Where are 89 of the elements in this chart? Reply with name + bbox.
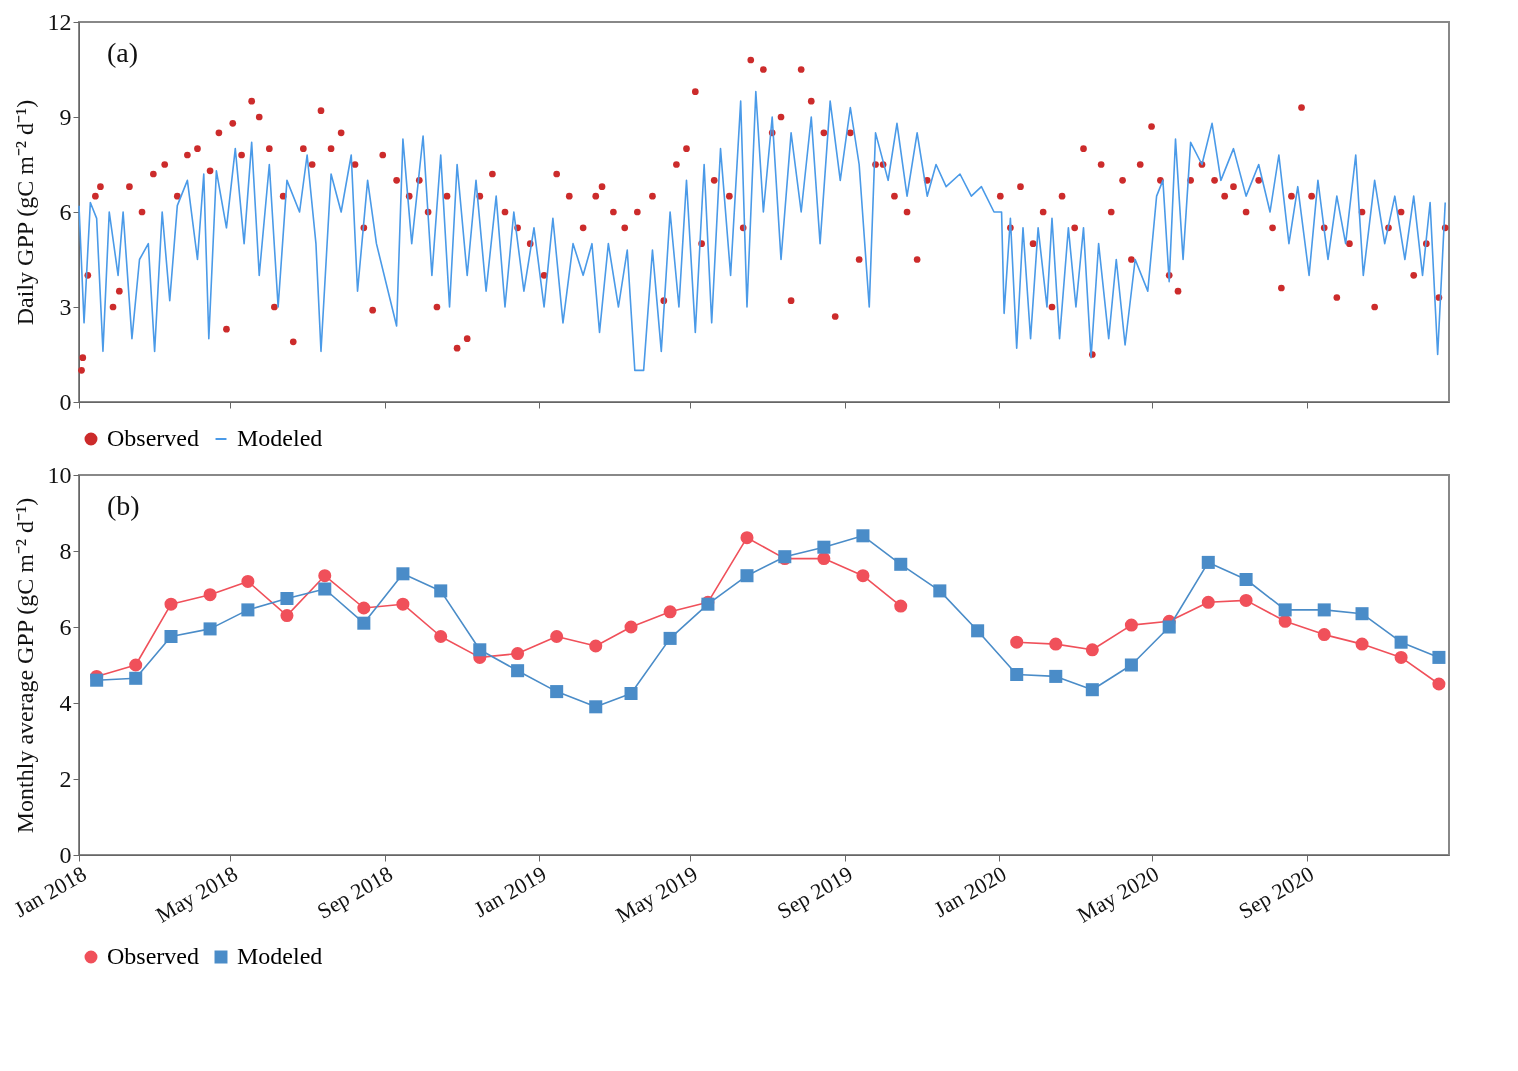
point	[894, 557, 908, 571]
point	[241, 574, 255, 588]
point	[318, 569, 332, 583]
y-tick-label: 8	[59, 537, 72, 564]
point	[1432, 677, 1446, 691]
point	[1355, 607, 1369, 621]
point	[357, 601, 371, 615]
legend-label: Observed	[107, 425, 199, 451]
point	[1394, 635, 1408, 649]
point	[1124, 618, 1138, 632]
point	[1010, 635, 1024, 649]
legend-label: Modeled	[237, 943, 323, 969]
point	[203, 588, 217, 602]
point	[1201, 555, 1215, 569]
point	[1010, 667, 1024, 682]
x-tick-label: Sep 2018	[312, 860, 397, 924]
point	[1317, 603, 1331, 617]
y-tick-label: 0	[59, 388, 72, 415]
annotation: (a)	[107, 37, 139, 68]
y-tick-label: 6	[59, 198, 72, 225]
point	[241, 603, 255, 617]
y-tick-label: 12	[47, 8, 72, 35]
y-tick-label: 9	[59, 103, 72, 130]
point	[1085, 683, 1099, 697]
y-axis-title: Monthly average GPP (gC m⁻² d⁻¹)	[11, 497, 38, 834]
point	[1049, 669, 1063, 683]
point	[589, 700, 603, 714]
point	[1278, 603, 1292, 617]
point	[550, 685, 564, 699]
point	[511, 664, 525, 678]
x-tick-label: Sep 2019	[772, 860, 857, 924]
x-tick-label: Sep 2020	[1234, 860, 1319, 924]
point	[1317, 628, 1331, 642]
y-tick-label: 4	[59, 689, 72, 716]
x-tick-label: Jan 2019	[469, 860, 551, 922]
point	[203, 622, 217, 636]
point	[624, 686, 638, 701]
point	[740, 569, 754, 583]
point	[589, 639, 603, 653]
x-tick-label: Jan 2020	[929, 860, 1011, 922]
point	[624, 620, 638, 634]
point	[396, 597, 410, 611]
point	[1201, 595, 1215, 609]
point	[357, 616, 371, 630]
legend-label: Modeled	[237, 425, 323, 451]
point	[663, 605, 677, 619]
point	[164, 629, 178, 644]
point	[740, 531, 754, 545]
x-tick-label: May 2020	[1072, 860, 1164, 928]
point	[396, 567, 410, 581]
y-axis-title: Daily GPP (gC m⁻² d⁻¹)	[11, 99, 38, 326]
annotation: (b)	[107, 490, 140, 521]
legend-label: Observed	[107, 943, 199, 969]
point	[129, 658, 143, 672]
point	[280, 591, 294, 606]
point	[1394, 650, 1408, 664]
point	[933, 584, 947, 598]
point	[1239, 572, 1253, 587]
point	[894, 599, 908, 613]
point	[280, 609, 294, 623]
point	[1239, 593, 1253, 607]
point	[511, 647, 525, 661]
point	[663, 631, 677, 645]
y-tick-label: 3	[59, 293, 72, 320]
point	[473, 643, 487, 657]
point	[550, 629, 564, 644]
point	[90, 673, 104, 687]
point	[164, 597, 178, 611]
point	[434, 584, 448, 598]
x-tick-label: May 2019	[611, 860, 702, 928]
point	[817, 540, 831, 554]
y-tick-label: 10	[47, 461, 72, 488]
point	[1162, 620, 1176, 634]
point	[1124, 658, 1138, 672]
x-tick-label: May 2018	[151, 860, 242, 928]
point	[434, 629, 448, 644]
point	[1085, 643, 1099, 657]
point	[318, 582, 332, 596]
point	[856, 529, 870, 543]
point	[856, 569, 870, 583]
point	[1049, 637, 1063, 651]
point	[129, 671, 143, 685]
point	[1278, 614, 1292, 628]
y-tick-label: 0	[59, 841, 72, 868]
point	[1432, 650, 1446, 664]
point	[1355, 637, 1369, 651]
point	[971, 624, 985, 638]
y-tick-label: 2	[59, 765, 72, 792]
y-tick-label: 6	[59, 613, 72, 640]
